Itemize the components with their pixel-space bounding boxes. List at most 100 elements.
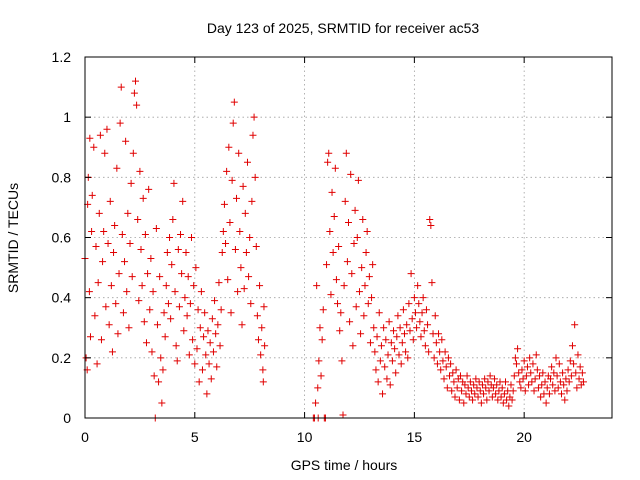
data-point (391, 345, 399, 353)
data-point (340, 282, 348, 290)
data-point (547, 375, 555, 383)
data-point (332, 276, 340, 284)
data-point (258, 324, 266, 332)
data-point (92, 243, 100, 251)
data-point (381, 363, 389, 371)
data-point (568, 342, 576, 350)
data-point (527, 369, 535, 377)
data-point (507, 381, 515, 389)
data-point (166, 234, 174, 241)
data-point (253, 312, 261, 320)
data-point (144, 270, 152, 278)
data-point (539, 369, 547, 377)
data-point (388, 357, 396, 365)
data-point (209, 348, 217, 356)
data-point (327, 291, 335, 299)
data-point (118, 230, 126, 238)
data-point (450, 378, 458, 386)
data-point (185, 351, 193, 359)
data-point (444, 354, 452, 362)
data-point (164, 300, 172, 308)
data-point (349, 342, 357, 350)
data-point (416, 318, 424, 326)
data-point (213, 363, 221, 371)
data-point (559, 369, 567, 377)
data-point (392, 369, 400, 377)
data-point (470, 381, 478, 389)
data-point (441, 348, 449, 356)
data-point (312, 399, 320, 407)
data-point (119, 309, 127, 317)
x-axis-label: GPS time / hours (291, 457, 398, 473)
data-point (407, 270, 415, 278)
data-point (427, 221, 435, 229)
data-point (148, 348, 156, 356)
data-point (409, 336, 417, 344)
data-point (243, 158, 251, 166)
data-point (446, 372, 454, 380)
data-point (482, 384, 490, 392)
data-point (371, 348, 379, 356)
data-point (488, 393, 496, 401)
data-point (414, 282, 422, 290)
data-point (133, 101, 141, 109)
data-point (499, 399, 507, 407)
data-point (190, 282, 198, 290)
data-point (531, 375, 539, 383)
data-point (471, 390, 479, 398)
data-point (130, 89, 138, 97)
data-point (138, 282, 146, 290)
data-point (345, 218, 352, 226)
data-point (104, 240, 112, 248)
data-point (500, 390, 508, 398)
data-point (211, 297, 219, 305)
data-point (477, 399, 485, 407)
data-point (331, 164, 339, 172)
data-point (102, 303, 110, 311)
data-point (347, 170, 355, 178)
data-point (380, 324, 388, 332)
data-point (155, 378, 163, 386)
data-point (194, 306, 202, 314)
data-point (163, 249, 171, 257)
data-point (136, 167, 144, 175)
data-point (493, 381, 501, 389)
data-point (96, 131, 104, 139)
data-point (451, 393, 459, 401)
data-point (338, 357, 346, 365)
y-tick-label: 0.4 (52, 290, 72, 306)
data-point (105, 321, 113, 329)
data-point (361, 282, 369, 290)
data-point (339, 411, 347, 419)
data-point (229, 119, 237, 127)
data-point (240, 285, 248, 293)
data-point (492, 390, 500, 398)
data-point (245, 273, 253, 281)
data-point (249, 131, 257, 139)
data-point (384, 351, 392, 359)
data-point (101, 149, 109, 157)
data-point (448, 387, 456, 395)
data-point (142, 339, 150, 347)
data-point (486, 372, 494, 380)
data-point (186, 300, 194, 308)
data-point (560, 381, 568, 389)
data-point (417, 333, 425, 341)
data-point (366, 339, 374, 347)
data-point (197, 288, 205, 296)
data-point (183, 312, 191, 320)
data-point (376, 357, 384, 365)
data-point (485, 387, 493, 395)
data-point (443, 384, 451, 392)
data-point (411, 309, 419, 317)
data-point (525, 381, 533, 389)
data-point (257, 351, 265, 359)
data-point (545, 390, 553, 398)
data-point (113, 164, 121, 172)
chart-title: Day 123 of 2025, SRMTID for receiver ac5… (207, 20, 480, 36)
data-point (518, 366, 526, 374)
data-point (238, 321, 246, 329)
data-point (428, 279, 436, 287)
data-point (557, 390, 565, 398)
data-point (529, 360, 537, 368)
